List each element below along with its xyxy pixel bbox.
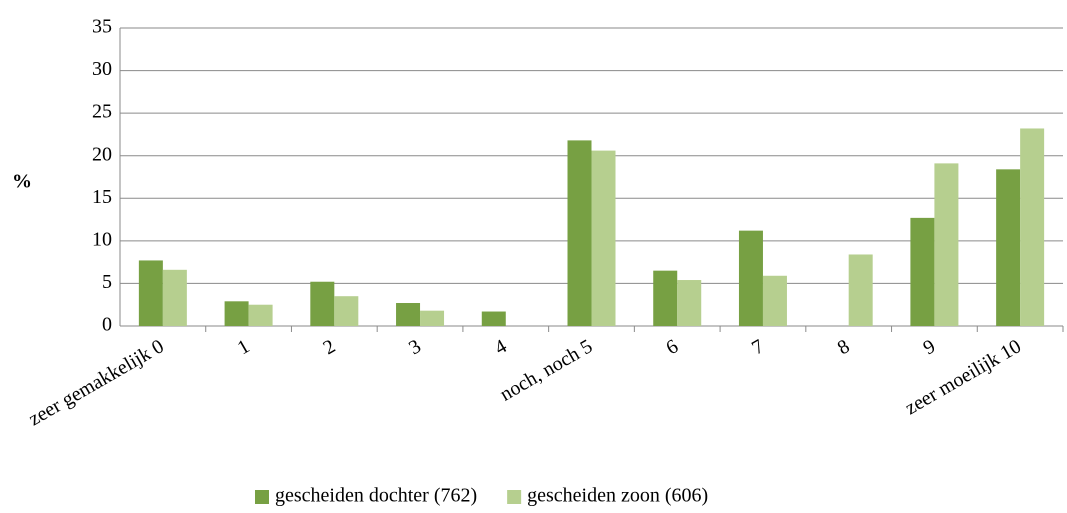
y-tick-label: 0: [102, 314, 112, 336]
y-tick-label: 35: [92, 16, 112, 38]
y-tick-label: 20: [92, 143, 112, 165]
x-tick-label: zeer moeilijk 10: [901, 335, 1025, 419]
y-tick-label: 5: [102, 271, 112, 293]
bar: [224, 301, 249, 326]
x-tick-label: noch, noch 5: [496, 335, 596, 405]
legend-swatch: [255, 490, 269, 504]
bar: [310, 281, 335, 326]
legend-swatch: [507, 490, 522, 504]
y-tick-label: 30: [92, 58, 112, 80]
bar: [420, 310, 445, 326]
x-tick-label: 2: [319, 335, 339, 359]
legend-label: gescheiden dochter (762): [275, 485, 477, 507]
y-tick-label: 15: [92, 186, 112, 208]
y-axis-label: %: [12, 171, 32, 193]
x-tick-label: 6: [662, 335, 682, 359]
bar: [396, 303, 421, 326]
bar: [934, 163, 959, 326]
y-tick-label: 25: [92, 101, 112, 123]
bar: [677, 280, 702, 326]
x-tick-label: 8: [834, 335, 854, 359]
bar: [996, 169, 1021, 326]
bar: [738, 230, 763, 326]
legend-label: gescheiden zoon (606): [527, 485, 708, 507]
bar: [138, 260, 163, 326]
x-tick-label: 4: [491, 335, 511, 359]
bar: [334, 296, 359, 326]
bar: [567, 140, 592, 326]
x-tick-label: 3: [405, 335, 425, 359]
bar: [762, 275, 787, 326]
bar: [162, 269, 187, 326]
bar: [248, 304, 273, 326]
bar: [481, 311, 506, 326]
x-tick-label: zeer gemakkelijk 0: [25, 335, 168, 430]
bar: [848, 254, 873, 326]
x-tick-label: 9: [920, 335, 940, 359]
bar: [1020, 128, 1045, 326]
x-tick-label: 7: [748, 335, 768, 359]
y-tick-label: 10: [92, 228, 112, 250]
bar: [591, 150, 616, 326]
bar: [653, 270, 678, 326]
x-tick-label: 1: [234, 335, 254, 359]
bar: [910, 217, 935, 326]
